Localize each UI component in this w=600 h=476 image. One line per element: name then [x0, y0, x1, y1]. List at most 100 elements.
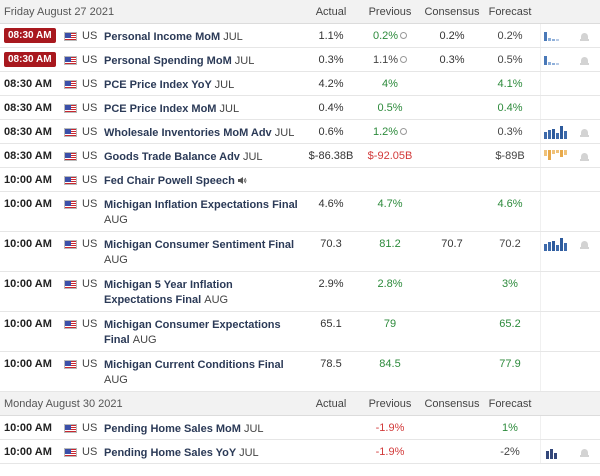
event-name[interactable]: Personal Spending MoM JUL: [104, 54, 304, 69]
event-name[interactable]: Michigan Consumer Sentiment Final AUG: [104, 238, 304, 268]
sparkline-icon: [544, 150, 567, 160]
event-row[interactable]: 10:00 AM US Pending Home Sales MoM JUL -1.9…: [0, 416, 600, 440]
divider: [540, 168, 541, 191]
event-row[interactable]: 10:00 AM US Michigan Consumer Sentiment Fi…: [0, 232, 600, 272]
forecast-value: 0.5%: [497, 54, 523, 66]
country-code: US: [82, 198, 98, 210]
country-code: US: [82, 30, 98, 42]
event-name[interactable]: Fed Chair Powell Speech: [104, 174, 304, 189]
revised-icon: [400, 55, 408, 63]
event-period: AUG: [132, 334, 157, 346]
event-row[interactable]: 10:00 AM US Fed Chair Powell Speech: [0, 168, 600, 192]
event-title[interactable]: Pending Home Sales YoY: [104, 447, 237, 459]
event-title[interactable]: PCE Price Index YoY: [104, 79, 212, 91]
event-row[interactable]: 10:00 AM US Michigan Inflation Expectation…: [0, 192, 600, 232]
country-code: US: [82, 78, 98, 90]
event-name[interactable]: Michigan 5 Year Inflation Expectations F…: [104, 278, 304, 308]
event-title[interactable]: Michigan Consumer Sentiment Final: [104, 239, 295, 251]
bell-icon[interactable]: [580, 240, 589, 250]
event-name[interactable]: Pending Home Sales MoM JUL: [104, 422, 304, 437]
event-row[interactable]: 10:00 AM US Michigan Consumer Expectations…: [0, 312, 600, 352]
previous-text: 1.2%: [372, 126, 399, 138]
previous-value: 0.5%: [358, 102, 422, 114]
event-name[interactable]: Michigan Inflation Expectations Final AU…: [104, 198, 304, 228]
country-code: US: [82, 238, 98, 250]
event-name[interactable]: Personal Income MoM JUL: [104, 30, 304, 45]
event-title[interactable]: Michigan Consumer Expectations Final: [104, 319, 281, 346]
event-name[interactable]: Michigan Current Conditions Final AUG: [104, 358, 304, 388]
bell-icon[interactable]: [580, 152, 589, 162]
event-title[interactable]: Michigan Current Conditions Final: [104, 359, 284, 371]
event-row[interactable]: 08:30 AM US Wholesale Inventories MoM Adv …: [0, 120, 600, 144]
event-row[interactable]: 08:30 AM US Personal Income MoM JUL 1.1% 0.2…: [0, 24, 600, 48]
divider: [540, 48, 541, 71]
event-period: AUG: [104, 254, 128, 266]
previous-value: 0.2%: [358, 30, 422, 42]
actual-value: 0.4%: [318, 102, 344, 114]
consensus-value: 70.7: [441, 238, 463, 250]
forecast-value: 70.2: [499, 238, 521, 250]
day-header: Friday August 27 2021 Actual Previous Conse…: [0, 0, 600, 24]
event-title[interactable]: Wholesale Inventories MoM Adv: [104, 127, 272, 139]
bell-icon[interactable]: [580, 448, 589, 458]
forecast-value: 4.6%: [497, 198, 523, 210]
forecast-value: 0.3%: [497, 126, 523, 138]
day-title: Monday August 30 2021: [4, 398, 123, 410]
event-name[interactable]: PCE Price Index YoY JUL: [104, 78, 304, 93]
us-flag-icon: [64, 32, 77, 41]
event-time: 10:00 AM: [4, 238, 52, 250]
event-title[interactable]: Michigan 5 Year Inflation Expectations F…: [104, 279, 233, 306]
event-name[interactable]: Pending Home Sales YoY JUL: [104, 446, 304, 461]
event-name[interactable]: Goods Trade Balance Adv JUL: [104, 150, 304, 165]
col-consensus-header: Consensus: [424, 398, 480, 410]
event-time: 10:00 AM: [4, 358, 52, 370]
event-row[interactable]: 08:30 AM US Personal Spending MoM JUL 0.3% 1…: [0, 48, 600, 72]
previous-text: 84.5: [379, 358, 401, 370]
event-row[interactable]: 08:30 AM US PCE Price Index YoY JUL 4.2% 4% 4…: [0, 72, 600, 96]
bell-icon[interactable]: [580, 128, 589, 138]
actual-value: 78.5: [320, 358, 342, 370]
us-flag-icon: [64, 152, 77, 161]
event-name[interactable]: PCE Price Index MoM JUL: [104, 102, 304, 117]
actual-value: 0.6%: [318, 126, 344, 138]
event-time: 10:00 AM: [4, 278, 52, 290]
previous-text: 81.2: [379, 238, 401, 250]
bell-icon[interactable]: [580, 32, 589, 42]
event-period: JUL: [234, 55, 255, 67]
us-flag-icon: [64, 240, 77, 249]
bell-icon[interactable]: [580, 56, 589, 66]
divider: [540, 416, 541, 439]
event-row[interactable]: 10:00 AM US Pending Home Sales YoY JUL -1.9…: [0, 440, 600, 464]
event-title[interactable]: Goods Trade Balance Adv: [104, 151, 240, 163]
event-title[interactable]: Fed Chair Powell Speech: [104, 175, 235, 187]
day-title: Friday August 27 2021: [4, 6, 115, 18]
country-code: US: [82, 278, 98, 290]
event-name[interactable]: Wholesale Inventories MoM Adv JUL: [104, 126, 304, 141]
event-name[interactable]: Michigan Consumer Expectations Final AUG: [104, 318, 304, 348]
previous-value: -1.9%: [358, 446, 422, 458]
event-time: 08:30 AM: [4, 52, 56, 67]
sparkline-icon: [544, 126, 567, 139]
previous-text: 79: [383, 318, 397, 330]
event-title[interactable]: Personal Spending MoM: [104, 55, 232, 67]
revised-icon: [400, 127, 408, 135]
event-row[interactable]: 10:00 AM US Michigan 5 Year Inflation Expe…: [0, 272, 600, 312]
event-period: AUG: [104, 214, 128, 226]
divider: [540, 352, 541, 391]
event-title[interactable]: Personal Income MoM: [104, 31, 221, 43]
divider: [540, 192, 541, 231]
sparkline-icon: [546, 449, 557, 459]
us-flag-icon: [64, 200, 77, 209]
previous-value: 2.8%: [358, 278, 422, 290]
day-header: Monday August 30 2021 Actual Previous Conse…: [0, 392, 600, 416]
event-row[interactable]: 08:30 AM US Goods Trade Balance Adv JUL $-8…: [0, 144, 600, 168]
event-title[interactable]: Michigan Inflation Expectations Final: [104, 199, 298, 211]
event-period: JUL: [214, 79, 235, 91]
event-row[interactable]: 08:30 AM US PCE Price Index MoM JUL 0.4% 0.5…: [0, 96, 600, 120]
col-previous-header: Previous: [368, 6, 412, 18]
event-title[interactable]: PCE Price Index MoM: [104, 103, 217, 115]
forecast-value: 77.9: [499, 358, 521, 370]
event-row[interactable]: 10:00 AM US Michigan Current Conditions Fi…: [0, 352, 600, 392]
col-consensus-header: Consensus: [424, 6, 480, 18]
event-title[interactable]: Pending Home Sales MoM: [104, 423, 241, 435]
